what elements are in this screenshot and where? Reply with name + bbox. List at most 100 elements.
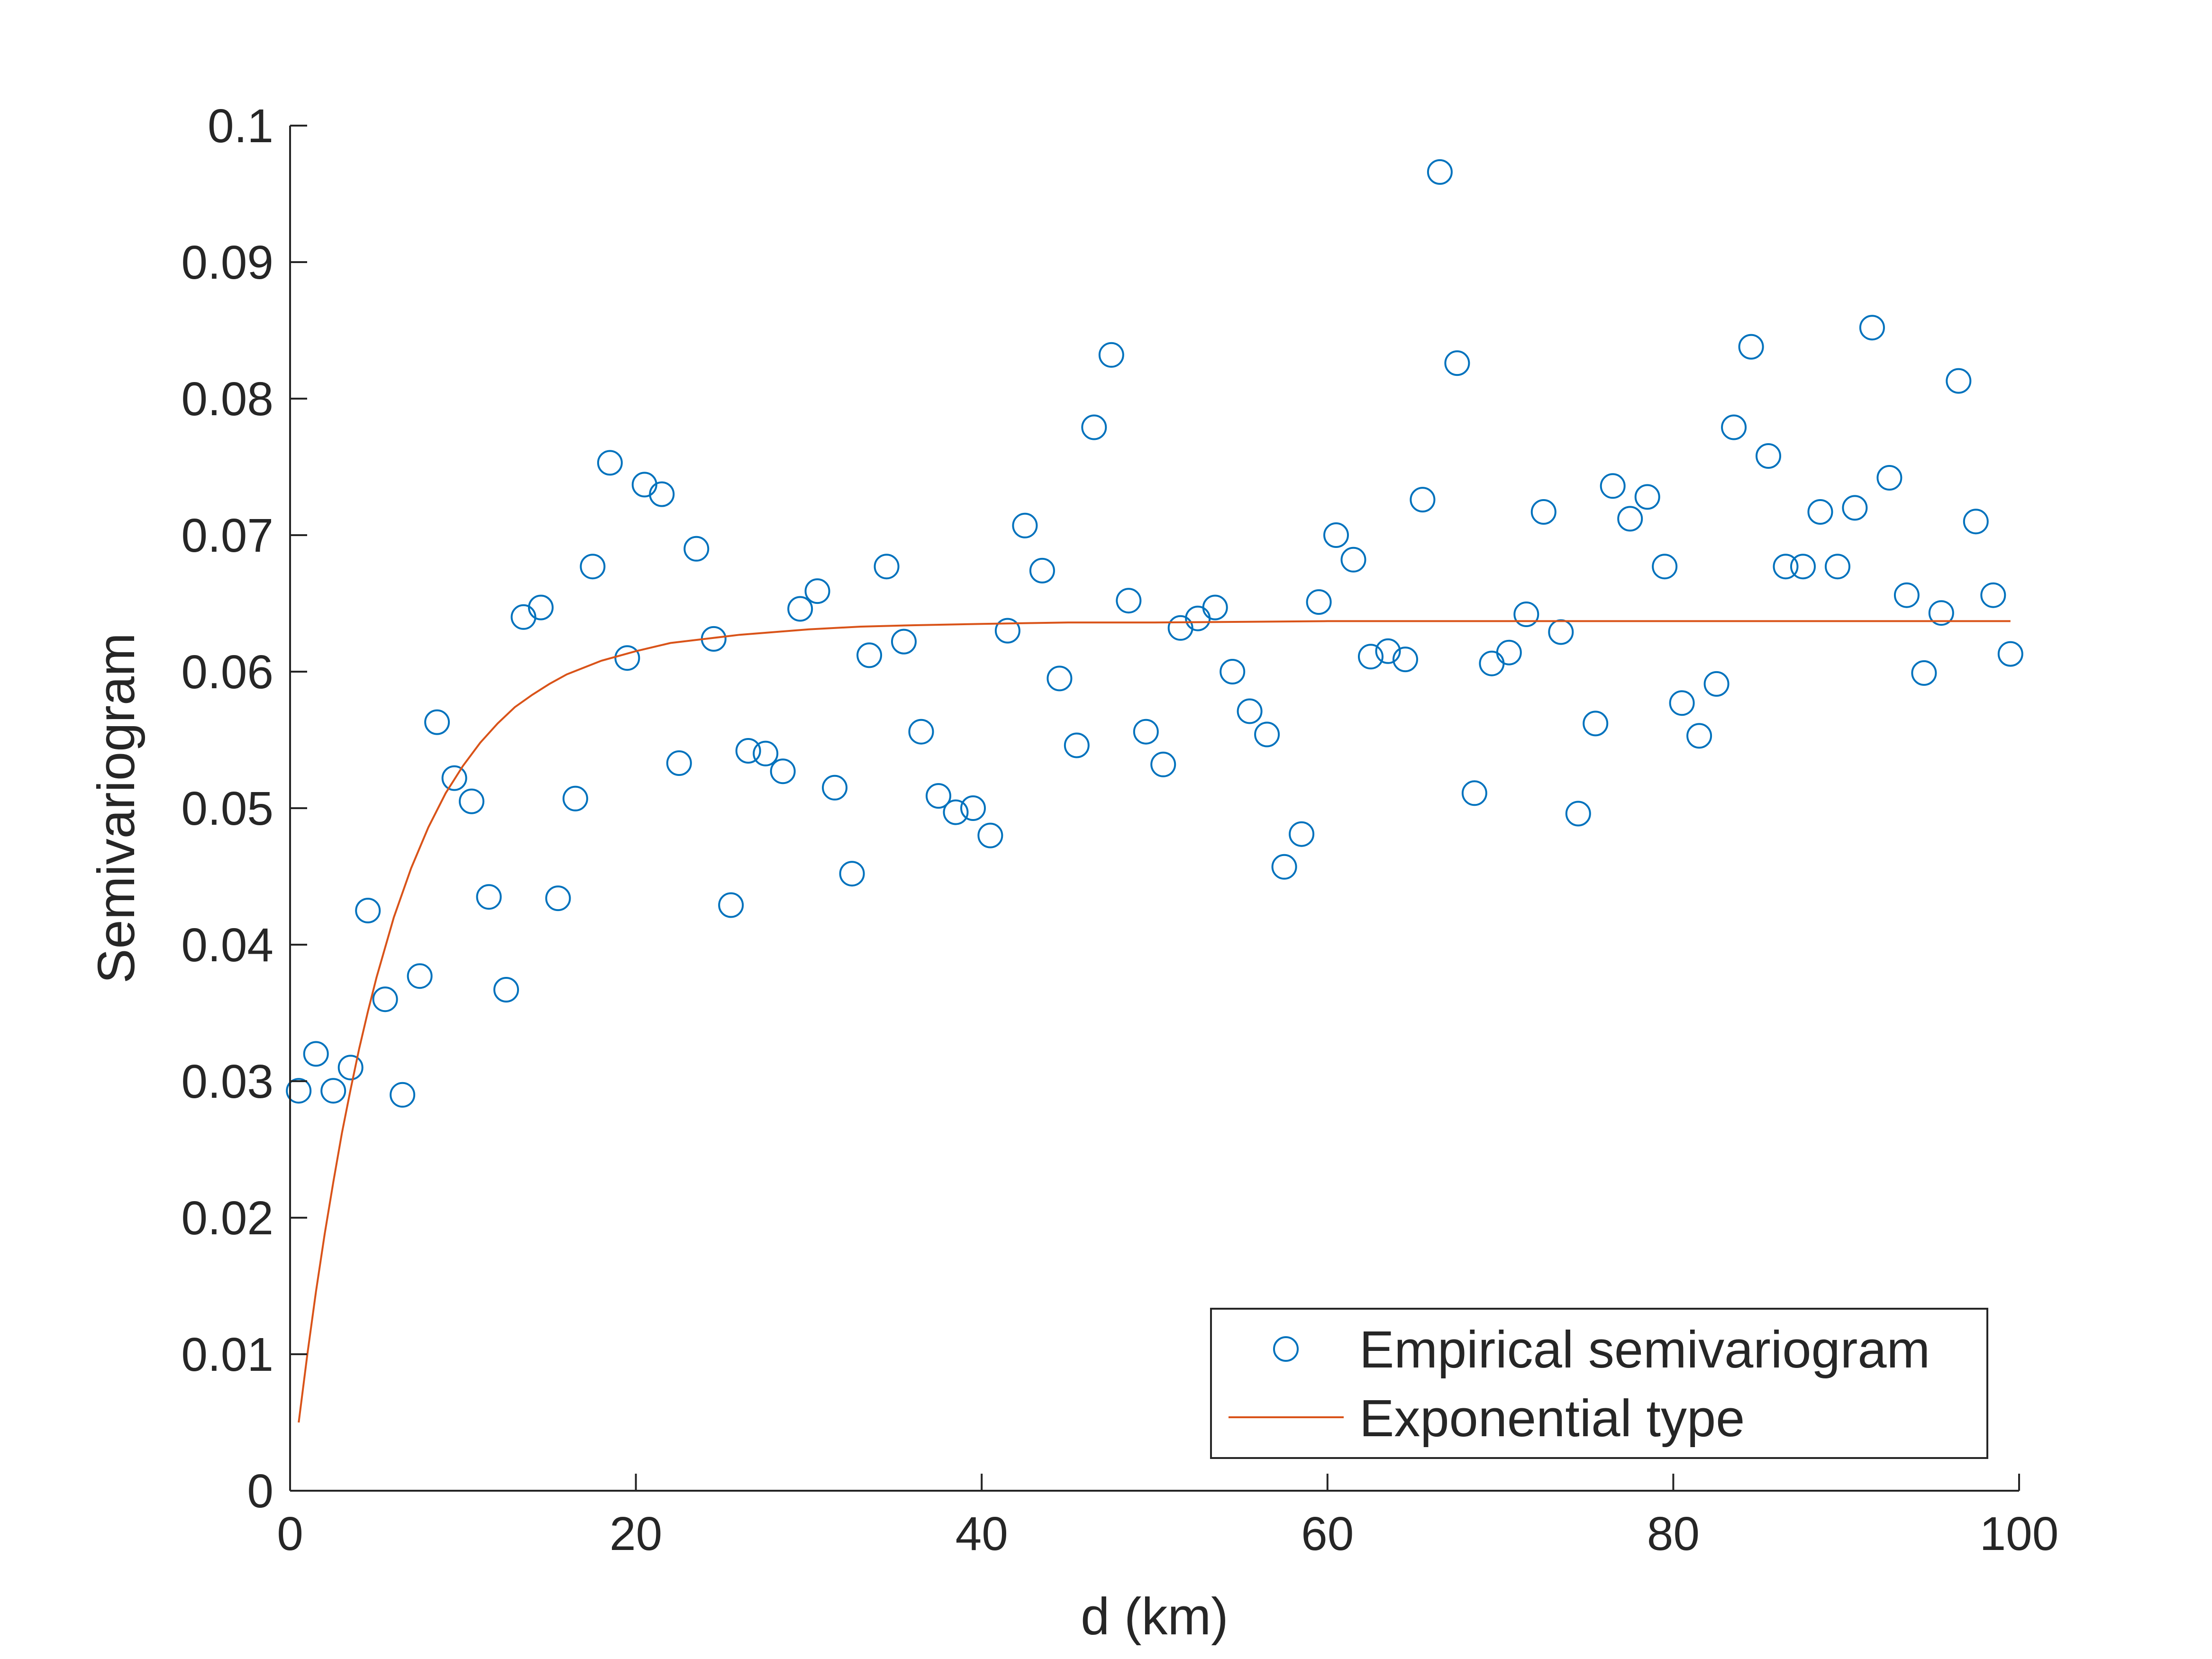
empirical-point bbox=[597, 450, 623, 476]
empirical-point bbox=[1496, 639, 1522, 665]
empirical-point bbox=[960, 795, 986, 821]
empirical-point bbox=[1254, 721, 1280, 747]
legend-marker-empirical bbox=[1273, 1336, 1299, 1362]
y-tick-label: 0 bbox=[247, 1465, 273, 1518]
x-tick-label: 100 bbox=[1980, 1507, 2059, 1560]
empirical-point bbox=[874, 554, 900, 580]
empirical-point bbox=[926, 783, 951, 809]
empirical-point bbox=[943, 799, 969, 825]
empirical-point bbox=[441, 765, 467, 791]
empirical-point bbox=[1790, 554, 1816, 580]
empirical-point bbox=[337, 1055, 364, 1081]
empirical-point bbox=[562, 785, 588, 811]
empirical-point bbox=[1116, 588, 1142, 614]
y-axis-ticks: 0 0.01 0.02 0.03 0.04 0.05 0.06 0.07 0.08 0.09 0.1 bbox=[181, 100, 307, 1518]
empirical-point bbox=[1444, 350, 1470, 376]
y-tick-label: 0.07 bbox=[181, 509, 273, 562]
y-tick-label: 0.08 bbox=[181, 373, 273, 426]
empirical-point bbox=[1029, 557, 1055, 583]
y-tick-label: 0.1 bbox=[208, 100, 273, 153]
x-tick-label: 0 bbox=[277, 1507, 303, 1560]
empirical-point bbox=[787, 596, 813, 622]
x-axis-ticks: 0 20 40 60 80 100 bbox=[277, 1474, 2058, 1560]
empirical-point bbox=[1980, 582, 2006, 608]
empirical-point bbox=[1946, 368, 1972, 394]
legend-label-exponential: Exponential type bbox=[1359, 1389, 1745, 1448]
empirical-point bbox=[459, 788, 484, 814]
empirical-point bbox=[718, 892, 744, 918]
y-tick-label: 0.02 bbox=[181, 1192, 273, 1245]
exponential-fit-line bbox=[298, 620, 2011, 1423]
legend-box bbox=[1210, 1308, 1988, 1459]
empirical-point bbox=[424, 709, 450, 735]
empirical-point bbox=[1669, 690, 1695, 716]
empirical-point bbox=[1410, 487, 1436, 513]
empirical-point bbox=[407, 963, 433, 989]
empirical-point bbox=[1133, 719, 1159, 745]
empirical-point bbox=[891, 629, 917, 655]
empirical-point bbox=[753, 740, 779, 766]
empirical-point bbox=[1738, 334, 1764, 360]
y-tick-label: 0.04 bbox=[181, 919, 273, 972]
x-tick-label: 60 bbox=[1301, 1507, 1354, 1560]
empirical-point bbox=[1703, 671, 1730, 697]
empirical-point bbox=[1825, 554, 1850, 580]
empirical-point bbox=[666, 750, 692, 776]
empirical-point bbox=[1289, 821, 1315, 847]
empirical-point bbox=[994, 618, 1020, 644]
x-tick-label: 40 bbox=[956, 1507, 1008, 1560]
plot-area bbox=[286, 159, 2023, 1423]
x-tick-label: 20 bbox=[610, 1507, 662, 1560]
empirical-point bbox=[1461, 780, 1487, 806]
empirical-point bbox=[1064, 732, 1090, 758]
empirical-point bbox=[1583, 711, 1609, 737]
empirical-point bbox=[580, 554, 606, 580]
y-tick-label: 0.06 bbox=[181, 646, 273, 699]
x-axis-label: d (km) bbox=[1081, 1587, 1229, 1646]
empirical-point bbox=[1271, 854, 1297, 880]
empirical-point bbox=[1306, 589, 1332, 615]
empirical-point bbox=[908, 719, 934, 745]
y-axis-label: Semivariogram bbox=[87, 633, 146, 984]
empirical-point bbox=[856, 642, 883, 668]
empirical-point bbox=[1928, 600, 1954, 626]
empirical-point bbox=[1150, 751, 1176, 777]
empirical-point bbox=[1652, 554, 1678, 580]
y-tick-label: 0.05 bbox=[181, 782, 273, 835]
empirical-point bbox=[286, 1078, 312, 1104]
empirical-point bbox=[649, 481, 675, 507]
empirical-point bbox=[1617, 506, 1643, 532]
empirical-point bbox=[1893, 582, 1920, 608]
empirical-point bbox=[1081, 414, 1107, 440]
empirical-point bbox=[614, 645, 640, 671]
empirical-point bbox=[770, 758, 796, 784]
empirical-point bbox=[1842, 495, 1868, 521]
y-tick-label: 0.09 bbox=[181, 236, 273, 289]
empirical-point bbox=[1358, 644, 1384, 670]
empirical-point bbox=[1202, 594, 1228, 620]
empirical-point bbox=[1876, 465, 1903, 491]
empirical-point bbox=[1600, 473, 1626, 499]
empirical-point bbox=[1323, 522, 1349, 548]
y-tick-label: 0.03 bbox=[181, 1055, 273, 1108]
empirical-point bbox=[1963, 509, 1989, 535]
empirical-point bbox=[493, 977, 519, 1003]
empirical-point bbox=[320, 1078, 346, 1104]
empirical-point bbox=[1098, 342, 1124, 368]
x-tick-label: 80 bbox=[1647, 1507, 1700, 1560]
empirical-point bbox=[1513, 602, 1539, 627]
empirical-point bbox=[1012, 512, 1038, 538]
empirical-point bbox=[977, 822, 1003, 848]
empirical-point bbox=[390, 1082, 416, 1108]
empirical-point bbox=[528, 594, 554, 620]
y-tick-label: 0.01 bbox=[181, 1328, 273, 1381]
empirical-point bbox=[1756, 443, 1781, 469]
empirical-point bbox=[355, 898, 381, 923]
empirical-point bbox=[1807, 499, 1833, 525]
empirical-point bbox=[1565, 801, 1591, 827]
empirical-point bbox=[303, 1041, 329, 1067]
empirical-point bbox=[1047, 665, 1073, 692]
empirical-point bbox=[1393, 647, 1418, 673]
empirical-point bbox=[804, 578, 830, 604]
